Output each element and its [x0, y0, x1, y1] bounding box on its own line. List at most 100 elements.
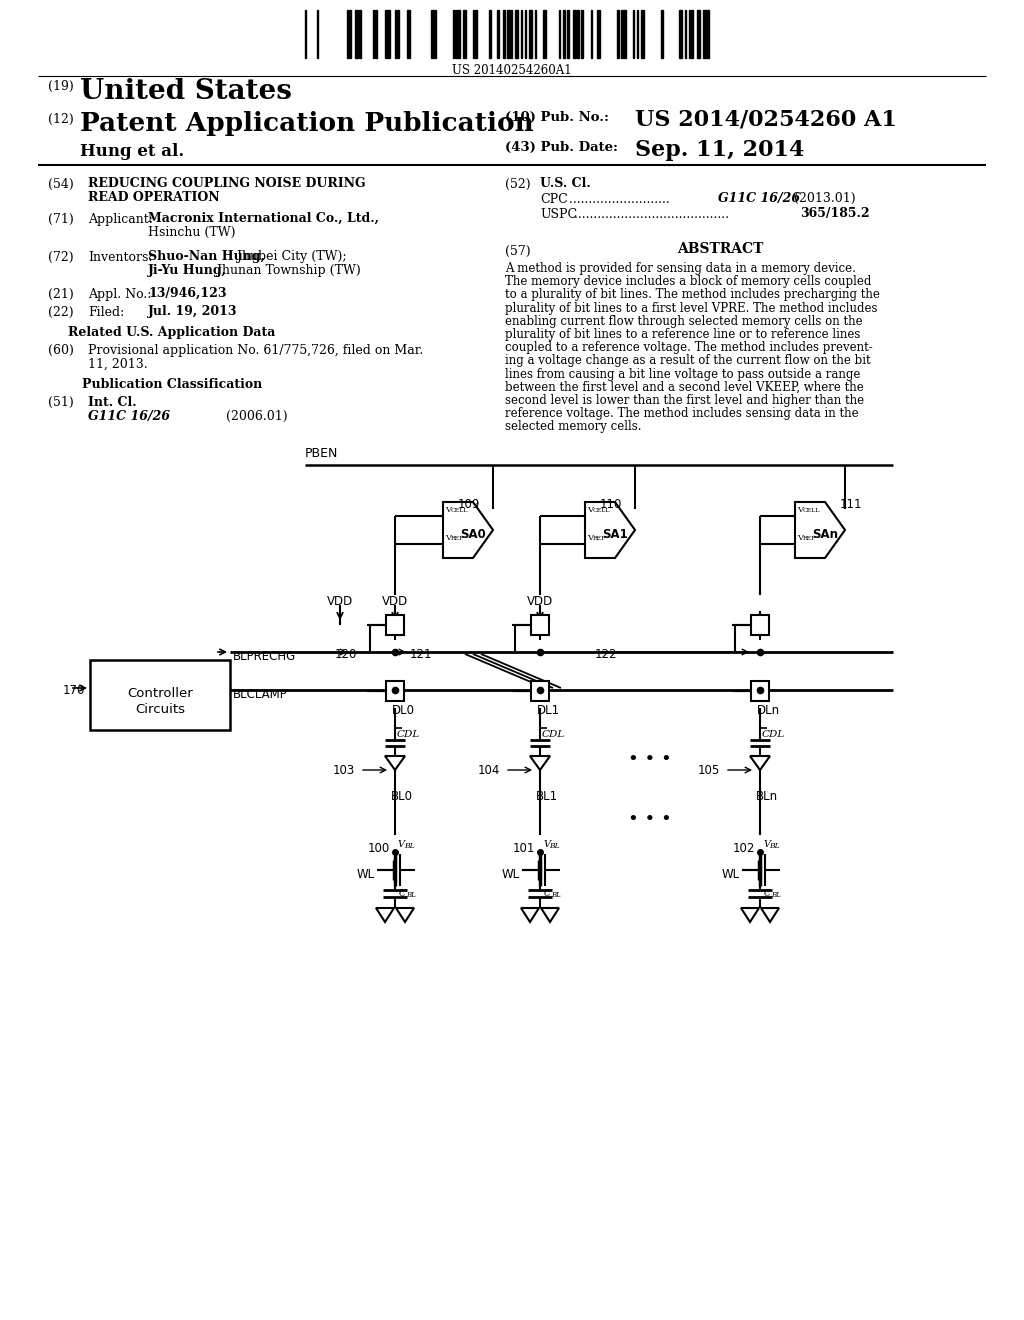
Text: BL: BL: [551, 891, 561, 899]
Text: V: V: [797, 506, 803, 513]
Bar: [641, 11, 644, 58]
Text: Applicant:: Applicant:: [88, 213, 153, 226]
Text: 11, 2013.: 11, 2013.: [88, 358, 147, 371]
Text: Hsinchu (TW): Hsinchu (TW): [148, 226, 236, 239]
Text: WL: WL: [357, 869, 375, 880]
Text: USPC: USPC: [540, 209, 578, 220]
Text: (19): (19): [48, 81, 74, 92]
Text: DL0: DL0: [392, 704, 415, 717]
Bar: [515, 11, 518, 58]
Text: US 2014/0254260 A1: US 2014/0254260 A1: [635, 110, 897, 131]
Text: U.S. Cl.: U.S. Cl.: [540, 177, 591, 190]
Text: G11C 16/26: G11C 16/26: [718, 191, 800, 205]
Bar: [503, 11, 505, 58]
Text: Provisional application No. 61/775,726, filed on Mar.: Provisional application No. 61/775,726, …: [88, 345, 423, 356]
Bar: [359, 11, 361, 58]
Text: • • •: • • •: [628, 750, 672, 768]
Text: SAn: SAn: [812, 528, 838, 541]
Text: reference voltage. The method includes sensing data in the: reference voltage. The method includes s…: [505, 407, 859, 420]
Text: VDD: VDD: [382, 595, 409, 609]
Text: CPC: CPC: [540, 193, 567, 206]
Polygon shape: [795, 502, 845, 558]
Bar: [497, 11, 499, 58]
Text: BL: BL: [771, 891, 780, 899]
Polygon shape: [541, 908, 559, 921]
Text: BL: BL: [404, 842, 415, 850]
Text: CELL: CELL: [593, 508, 610, 513]
Text: 102: 102: [732, 842, 755, 855]
Text: Controller: Controller: [127, 686, 193, 700]
Text: 120: 120: [335, 648, 357, 661]
Text: SA1: SA1: [602, 528, 628, 541]
Text: READ OPERATION: READ OPERATION: [88, 191, 219, 205]
Text: (22): (22): [48, 306, 74, 319]
Text: between the first level and a second level VKEEP, where the: between the first level and a second lev…: [505, 380, 864, 393]
Bar: [707, 11, 709, 58]
Text: Shuo-Nan Hung,: Shuo-Nan Hung,: [148, 249, 265, 263]
Bar: [531, 681, 549, 701]
Bar: [431, 11, 434, 58]
Text: BLCLAMP: BLCLAMP: [233, 688, 288, 701]
Bar: [407, 11, 410, 58]
Text: BL: BL: [406, 891, 416, 899]
Text: plurality of bit lines to a reference line or to reference lines: plurality of bit lines to a reference li…: [505, 327, 860, 341]
Text: Patent Application Publication: Patent Application Publication: [80, 111, 534, 136]
Polygon shape: [585, 502, 635, 558]
Text: CDL: CDL: [542, 730, 565, 739]
Text: C: C: [399, 888, 406, 898]
Text: 101: 101: [513, 842, 535, 855]
Text: ABSTRACT: ABSTRACT: [677, 242, 763, 256]
Bar: [543, 11, 546, 58]
Text: CDL: CDL: [397, 730, 420, 739]
Text: DL1: DL1: [537, 704, 560, 717]
Polygon shape: [396, 908, 414, 921]
Text: CELL: CELL: [803, 508, 820, 513]
Text: The memory device includes a block of memory cells coupled: The memory device includes a block of me…: [505, 275, 871, 288]
Text: (2013.01): (2013.01): [790, 191, 856, 205]
Text: Jhubei City (TW);: Jhubei City (TW);: [233, 249, 347, 263]
Text: 104: 104: [477, 764, 500, 777]
Bar: [397, 11, 399, 58]
Bar: [386, 681, 404, 701]
Text: C: C: [764, 888, 771, 898]
Text: (60): (60): [48, 345, 74, 356]
Text: (54): (54): [48, 178, 74, 191]
Bar: [386, 615, 404, 635]
Text: (71): (71): [48, 213, 74, 226]
Text: VDD: VDD: [527, 595, 553, 609]
Bar: [691, 11, 693, 58]
Text: 110: 110: [600, 498, 623, 511]
Text: V: V: [797, 535, 803, 543]
Text: V: V: [587, 506, 593, 513]
Bar: [697, 11, 700, 58]
Text: Circuits: Circuits: [135, 704, 185, 717]
Text: REF: REF: [803, 536, 816, 541]
Text: V: V: [445, 535, 451, 543]
Text: United States: United States: [80, 78, 292, 106]
Bar: [463, 11, 466, 58]
Text: V: V: [543, 840, 550, 849]
Polygon shape: [443, 502, 493, 558]
Text: (72): (72): [48, 251, 74, 264]
Bar: [751, 681, 769, 701]
Text: 170: 170: [62, 685, 85, 697]
Text: US 20140254260A1: US 20140254260A1: [453, 63, 571, 77]
Bar: [617, 11, 618, 58]
Text: REDUCING COUPLING NOISE DURING: REDUCING COUPLING NOISE DURING: [88, 177, 366, 190]
Text: ing a voltage change as a result of the current flow on the bit: ing a voltage change as a result of the …: [505, 354, 870, 367]
Bar: [679, 11, 682, 58]
Bar: [375, 11, 377, 58]
Text: lines from causing a bit line voltage to pass outside a range: lines from causing a bit line voltage to…: [505, 367, 860, 380]
Text: ..........................: ..........................: [565, 193, 674, 206]
Bar: [577, 11, 579, 58]
Bar: [355, 11, 358, 58]
Text: coupled to a reference voltage. The method includes prevent-: coupled to a reference voltage. The meth…: [505, 341, 872, 354]
Bar: [349, 11, 351, 58]
Text: (57): (57): [505, 246, 530, 257]
Text: Sep. 11, 2014: Sep. 11, 2014: [635, 139, 805, 161]
Text: REF: REF: [593, 536, 606, 541]
Text: CDL: CDL: [762, 730, 785, 739]
Text: V: V: [398, 840, 406, 849]
Polygon shape: [761, 908, 779, 921]
Text: CELL: CELL: [451, 508, 469, 513]
